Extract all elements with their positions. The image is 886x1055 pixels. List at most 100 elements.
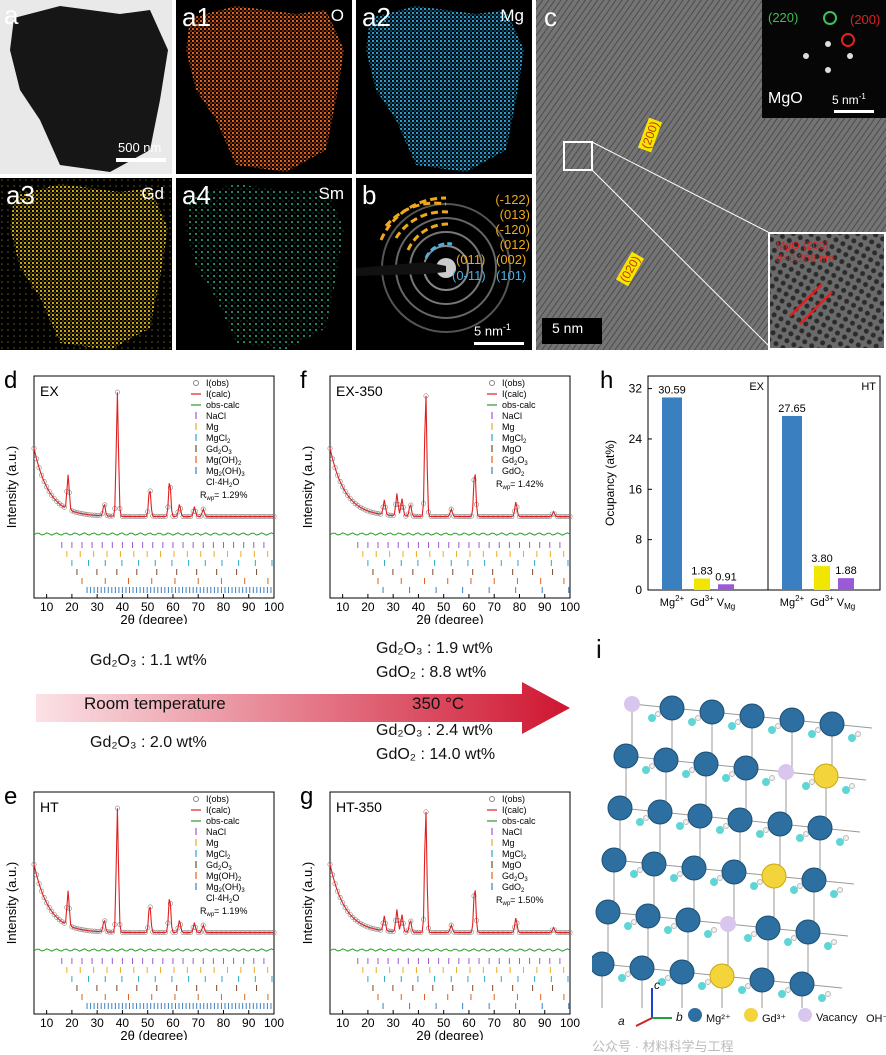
- legend-entry: NaCl: [502, 411, 522, 421]
- y-axis-label: Intensity (a.u.): [4, 862, 19, 944]
- bar-value-label: 0.91: [715, 571, 736, 583]
- obs-point: [39, 472, 45, 478]
- saed-ring-labels: (-122) (013) (-120) (012): [488, 192, 530, 252]
- mg-atom: [687, 803, 713, 829]
- legend-mg: Mg²⁺: [706, 1013, 731, 1025]
- h-atom: [655, 711, 661, 717]
- y-axis-label: Ocupancy (at%): [603, 440, 617, 526]
- obs-point: [365, 924, 371, 930]
- oh-group: [796, 834, 804, 842]
- panel-label: g: [300, 783, 313, 810]
- legend-entry: I(calc): [206, 389, 231, 399]
- bragg-tick-row: [71, 560, 273, 566]
- legend-entry: Mg: [502, 838, 515, 848]
- x-axis-label: 2θ (degree): [120, 1028, 187, 1040]
- h-atom: [689, 767, 695, 773]
- arrow-shape: [36, 682, 570, 734]
- legend-entry: Mg2(OH)3: [206, 466, 245, 478]
- h-atom: [797, 883, 803, 889]
- h-atom: [769, 775, 775, 781]
- x-tick-label: 20: [361, 600, 375, 614]
- legend-entry: MgCl2: [206, 849, 231, 861]
- mg-atom: [675, 907, 701, 933]
- oh-group: [624, 922, 632, 930]
- ring-label: (-122): [495, 192, 530, 207]
- h-atom: [791, 935, 797, 941]
- bragg-tick-row: [61, 542, 265, 548]
- diff-line: [329, 948, 571, 952]
- mg-atom: [699, 699, 725, 725]
- bragg-tick-row: [362, 551, 565, 557]
- y-tick-label: 8: [635, 533, 642, 547]
- obs-point: [360, 506, 366, 512]
- x-tick-label: 50: [141, 1016, 155, 1030]
- oh-group: [670, 874, 678, 882]
- lattice-atoms: [592, 695, 873, 1008]
- panel-label-a1: a1: [182, 2, 211, 32]
- h-atom: [637, 867, 643, 873]
- h-atom: [631, 919, 637, 925]
- obs-point: [71, 509, 77, 515]
- ht-350-gdo2: GdO₂ : 14.0 wt%: [376, 746, 496, 763]
- legend-oh: OH⁻: [866, 1013, 886, 1025]
- rwp-value: Rwp= 1.19%: [200, 906, 247, 918]
- obs-point: [340, 484, 346, 490]
- h-atom: [705, 979, 711, 985]
- oh-group: [818, 994, 826, 1002]
- plot-frame: [329, 375, 571, 599]
- bragg-tick-row: [86, 1003, 272, 1009]
- y-axis-label: Intensity (a.u.): [300, 446, 315, 528]
- x-tick-label: 90: [538, 600, 552, 614]
- ex-350-gdo2: GdO₂ : 8.8 wt%: [376, 664, 487, 681]
- xrd-legend: I(obs)I(calc)obs-calcNaClMgMgCl2Gd2O3Mg(…: [191, 378, 247, 502]
- mg-atom: [819, 711, 845, 737]
- obs-point: [362, 507, 368, 513]
- ring-label: (012): [499, 237, 530, 252]
- bragg-tick-row: [372, 985, 554, 991]
- bragg-tick-row: [377, 994, 565, 1000]
- ring-label: (101): [496, 268, 527, 283]
- legend-entry: NaCl: [206, 411, 226, 421]
- oh-group: [716, 826, 724, 834]
- calc-line: [33, 392, 274, 518]
- legend-marker-gd: [744, 1008, 758, 1022]
- hrtem-scalebar-box: 5 nm: [542, 318, 602, 344]
- panel-label: d: [4, 367, 17, 394]
- legend-entry: MgCl2: [502, 433, 527, 445]
- sample-name: HT-350: [336, 799, 382, 815]
- legend-entry: I(calc): [206, 805, 231, 815]
- occupancy-bar-chart: h 0 8 16 24 32 Ocupancy (at%) EX 30.59 Mg2+ 1.83 Gd…: [600, 367, 881, 611]
- obs-point: [345, 492, 351, 498]
- fft-phase-name: MgO: [768, 90, 803, 107]
- x-tick-label: 90: [242, 1016, 256, 1030]
- ex-350-gd2o3: Gd₂O₃ : 1.9 wt%: [376, 640, 493, 657]
- vacancy-site: [778, 764, 794, 780]
- oh-group: [756, 830, 764, 838]
- legend-entry: Cl·4H2O: [206, 893, 239, 905]
- obs-point: [357, 920, 363, 926]
- h-atom: [825, 991, 831, 997]
- phase-arrow: [36, 682, 576, 734]
- x-tick-label: 100: [264, 600, 284, 614]
- bar-value-label: 30.59: [658, 384, 686, 396]
- zoom-annotation: MgO (200) d=0.208 nm: [776, 240, 834, 266]
- oh-group: [836, 838, 844, 846]
- panel-c-hrtem: c (220) (200) MgO 5 nm-1 (200) (020) 5 n…: [536, 0, 886, 350]
- element-label-sm: Sm: [318, 184, 345, 203]
- y-tick-label: 16: [629, 482, 643, 496]
- x-tick-label: 40: [412, 600, 426, 614]
- category-label: VMg: [837, 597, 855, 611]
- obs-point: [200, 922, 206, 928]
- calc-line: [33, 808, 274, 934]
- x-tick-label: 10: [336, 600, 350, 614]
- bragg-tick-row: [71, 976, 273, 982]
- legend-entry: GdO2: [502, 466, 525, 478]
- obs-point: [36, 465, 42, 471]
- zoom-lattice: [770, 234, 884, 348]
- xrd-plot: 10 20 30 40 50 60 70 80 90 100 2θ (degree) Intensit…: [300, 367, 580, 627]
- bragg-tick-row: [377, 578, 565, 584]
- bragg-tick-row: [372, 569, 554, 575]
- fft-scalebar: [834, 110, 874, 113]
- legend-entry: Gd2O3: [502, 871, 528, 883]
- hrtem-zoom-inset: MgO (200) d=0.208 nm: [768, 232, 886, 350]
